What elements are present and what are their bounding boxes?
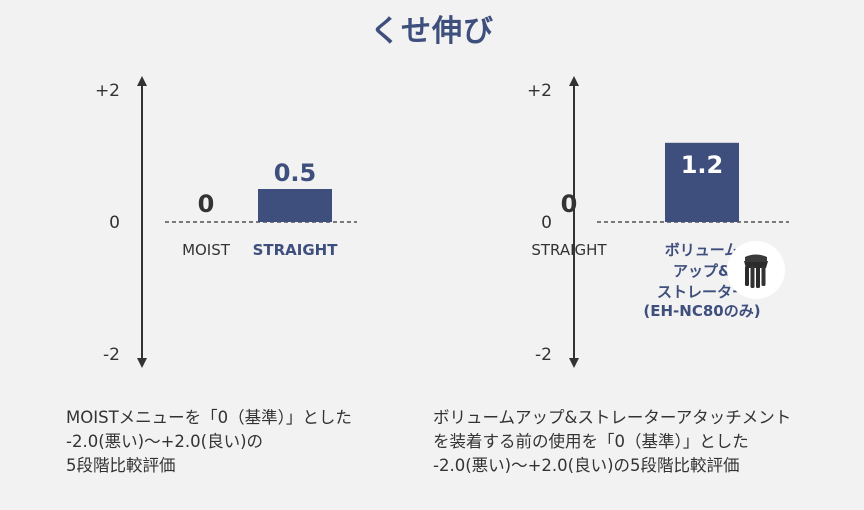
y-tick-label: +2 bbox=[527, 81, 552, 101]
chart-straight-vs-attachment: +2 0 -2 0 STRAIGHT 1.2 ボリュームアップ&ストレーター(EH-NC80… bbox=[527, 76, 789, 368]
y-axis-arrow-up bbox=[137, 76, 147, 86]
data-label: 0 bbox=[198, 190, 215, 218]
caption-right: ボリュームアップ&ストレーターアタッチメント を装着する前の使用を「0（基準）」… bbox=[433, 408, 792, 475]
category-label: (EH-NC80のみ) bbox=[643, 302, 760, 320]
y-tick-label: 0 bbox=[109, 213, 120, 233]
y-axis-arrow-up bbox=[569, 76, 579, 86]
category-label: MOIST bbox=[182, 241, 231, 259]
bar-2 bbox=[665, 142, 739, 222]
bar-2 bbox=[258, 189, 332, 222]
attachment-comb-icon bbox=[727, 241, 785, 299]
y-tick-label: +2 bbox=[95, 81, 120, 101]
y-axis-arrow-down bbox=[569, 358, 579, 368]
category-label: ストレーター bbox=[657, 283, 747, 301]
page-title: くせ伸び bbox=[370, 14, 494, 49]
chart-moist-vs-straight: +2 0 -2 0 MOIST 0.5 STRAIGHT bbox=[95, 76, 357, 368]
category-label: STRAIGHT bbox=[531, 241, 607, 259]
data-label: 0 bbox=[561, 190, 578, 218]
category-label: ボリューム bbox=[665, 241, 740, 259]
category-label: STRAIGHT bbox=[253, 241, 339, 259]
caption-left: MOISTメニューを「0（基準）」とした -2.0(悪い)〜+2.0(良い)の … bbox=[66, 408, 352, 475]
data-label: 0.5 bbox=[274, 159, 317, 187]
y-tick-label: -2 bbox=[535, 345, 552, 365]
y-tick-label: -2 bbox=[103, 345, 120, 365]
data-label: 1.2 bbox=[681, 151, 724, 179]
y-tick-label: 0 bbox=[541, 213, 552, 233]
y-axis-arrow-down bbox=[137, 358, 147, 368]
category-label: アップ& bbox=[673, 262, 731, 280]
